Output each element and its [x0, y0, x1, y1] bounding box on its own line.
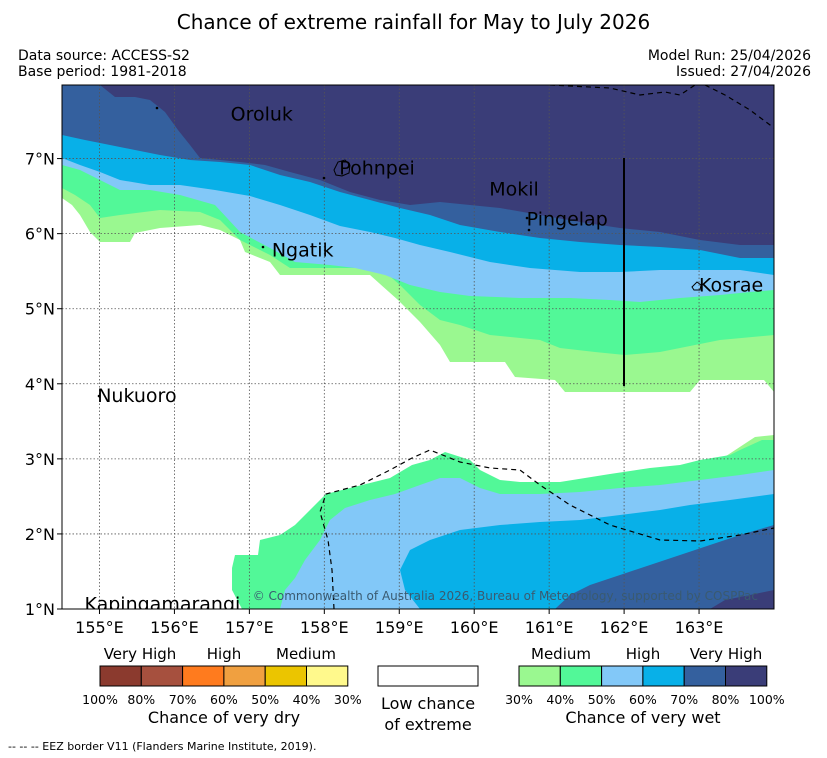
place-label-pohnpei: Pohnpei: [339, 158, 415, 180]
wet-legend-swatches: [518, 665, 768, 687]
dry-legend-swatch: [223, 665, 266, 687]
dry-legend-headers: Very High High Medium: [104, 645, 336, 663]
wet-legend-tick: 30%: [505, 692, 533, 707]
dry-legend-swatch: [182, 665, 225, 687]
wet-legend-swatch: [725, 665, 768, 687]
place-label-kosrae: Kosrae: [699, 275, 763, 297]
model-run-label: Model Run: 25/04/2026: [647, 48, 811, 64]
wet-legend-tick: 40%: [546, 692, 574, 707]
lon-tick-label: 156°E: [150, 618, 199, 637]
eez-footnote: -- -- -- EEZ border V11 (Flanders Marine…: [8, 740, 317, 753]
dry-legend-tick: 80%: [127, 692, 155, 707]
wet-legend-title: Chance of very wet: [565, 708, 720, 727]
pingelap-island-marker: [527, 228, 531, 232]
band-very-wet-70-80-south: [555, 525, 774, 609]
place-label-kapingamarangi: Kapingamarangi: [84, 594, 240, 616]
dry-header-high: High: [207, 645, 241, 663]
base-period-label: Base period: 1981-2018: [18, 64, 187, 80]
lon-tick-label: 159°E: [375, 618, 424, 637]
pohnpei-island-outline: [333, 159, 351, 177]
band-very-wet-80-100: [100, 85, 774, 245]
wet-legend-swatch: [518, 665, 561, 687]
dry-legend-swatch: [306, 665, 349, 687]
lon-tick-label: 161°E: [525, 618, 574, 637]
place-label-mokil: Mokil: [489, 179, 539, 201]
legend: Very High High Medium 100% 80% 70% 60% 50% 40…: [82, 645, 785, 734]
place-label-nukuoro: Nukuoro: [97, 385, 176, 407]
neutral-legend-swatch: [377, 665, 479, 687]
data-source-label: Data source: ACCESS-S2: [18, 48, 190, 64]
wet-legend-swatch: [642, 665, 685, 687]
islands: [97, 106, 702, 398]
wet-legend-swatch: [683, 665, 727, 687]
wet-legend-swatch: [559, 665, 603, 687]
dry-legend-tick: 50%: [251, 692, 279, 707]
dry-legend-tick: 60%: [210, 692, 238, 707]
place-labels: Oroluk Pohnpei Mokil Pingelap Ngatik Kosrae Nu…: [84, 104, 763, 616]
map-panel: Oroluk Pohnpei Mokil Pingelap Ngatik Kosrae Nu…: [62, 85, 774, 616]
eez-borders: [319, 85, 774, 609]
wet-legend-tick: 70%: [670, 692, 698, 707]
dry-header-medium: Medium: [276, 645, 336, 663]
neutral-legend-line2: of extreme: [384, 715, 471, 734]
nukuoro-island-marker: [97, 394, 101, 398]
map-axes: 155°E 156°E 157°E 158°E 159°E 160°E 161°E 162°E…: [25, 150, 724, 637]
wet-header-very-high: Very High: [690, 645, 763, 663]
place-label-oroluk: Oroluk: [231, 104, 293, 126]
lon-tick-label: 157°E: [225, 618, 274, 637]
copyright-text: © Commonwealth of Australia 2026, Bureau…: [253, 589, 758, 603]
lon-tick-label: 155°E: [75, 618, 124, 637]
lon-tick-label: 162°E: [600, 618, 649, 637]
wet-legend-tick: 100%: [749, 692, 785, 707]
south-wet-region: [232, 435, 774, 609]
wet-legend-tick: 80%: [712, 692, 740, 707]
kosrae-island-outline: [691, 281, 702, 291]
lat-tick-label: 4°N: [25, 375, 55, 394]
lat-tick-label: 7°N: [25, 150, 55, 169]
wet-legend-tick: 60%: [629, 692, 657, 707]
lat-tick-label: 5°N: [25, 300, 55, 319]
band-very-wet-80-100-south: [710, 590, 774, 609]
oroluk-island-marker: [155, 106, 159, 110]
dry-legend-swatches: [99, 665, 349, 687]
north-wet-region: [62, 85, 774, 392]
neutral-legend-line1: Low chance: [381, 694, 475, 713]
map-title: Chance of extreme rainfall for May to Ju…: [176, 10, 651, 34]
dry-legend-swatch: [140, 665, 184, 687]
dry-legend-tick: 70%: [169, 692, 197, 707]
dry-legend-swatch: [264, 665, 308, 687]
ngatik-island-marker: [261, 245, 265, 249]
lat-tick-label: 6°N: [25, 225, 55, 244]
map-frame: [61, 84, 775, 610]
mokil-island-marker: [525, 216, 529, 220]
lon-tick-label: 160°E: [450, 618, 499, 637]
dry-legend-tick: 100%: [82, 692, 118, 707]
issued-label: Issued: 27/04/2026: [676, 64, 811, 80]
wet-legend-swatch: [601, 665, 644, 687]
wet-header-high: High: [626, 645, 660, 663]
dry-legend-ticks: 100% 80% 70% 60% 50% 40% 30%: [82, 692, 362, 707]
wet-legend-tick: 50%: [588, 692, 616, 707]
eez-border-north: [549, 85, 774, 129]
dry-legend-tick: 30%: [334, 692, 362, 707]
lat-tick-label: 3°N: [25, 450, 55, 469]
lat-tick-label: 2°N: [25, 525, 55, 544]
dry-legend-swatch: [99, 665, 142, 687]
dry-legend-tick: 40%: [293, 692, 321, 707]
dry-legend-title: Chance of very dry: [148, 708, 300, 727]
lon-tick-label: 163°E: [675, 618, 724, 637]
wet-legend-ticks: 30% 40% 50% 60% 70% 80% 100%: [505, 692, 785, 707]
lon-tick-label: 158°E: [300, 618, 349, 637]
wet-header-medium: Medium: [531, 645, 591, 663]
lat-tick-label: 1°N: [25, 600, 55, 619]
place-label-ngatik: Ngatik: [272, 239, 334, 261]
wet-legend-headers: Medium High Very High: [531, 645, 762, 663]
place-label-pingelap: Pingelap: [527, 209, 608, 231]
pohnpei-islet-marker: [322, 176, 326, 180]
dry-header-very-high: Very High: [104, 645, 177, 663]
eez-border-south: [319, 449, 774, 609]
